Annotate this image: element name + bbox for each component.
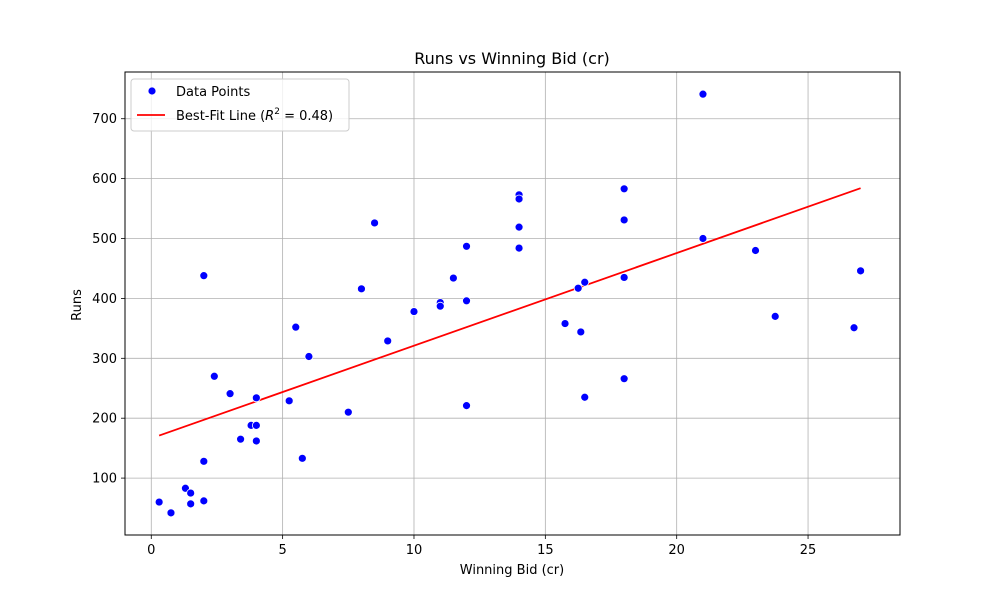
data-point: [199, 271, 209, 281]
data-point: [284, 396, 294, 406]
data-point: [849, 323, 859, 333]
data-point: [619, 184, 629, 194]
legend-label-best-fit-var: R: [265, 109, 274, 124]
data-point: [186, 499, 196, 509]
data-point: [619, 374, 629, 384]
x-tick-label: 10: [406, 543, 423, 558]
y-tick-label: 100: [92, 472, 117, 487]
y-tick-label: 500: [92, 232, 117, 247]
data-point: [199, 456, 209, 466]
legend: Data Points Best-Fit Line (R2 = 0.48): [130, 78, 350, 132]
x-axis-title: Winning Bid (cr): [460, 563, 564, 578]
data-point: [770, 311, 780, 321]
legend-label-best-fit-rest: = 0.48): [280, 109, 333, 124]
x-tick-label: 5: [278, 543, 286, 558]
legend-marker-data-points: [147, 86, 157, 96]
x-tick-label: 15: [537, 543, 554, 558]
y-tick-label: 700: [92, 112, 117, 127]
data-point: [154, 497, 164, 507]
y-ticks: 100 200 300 400 500 600 700: [92, 112, 125, 487]
data-point: [304, 352, 314, 361]
data-point: [751, 246, 760, 255]
y-tick-label: 300: [92, 352, 117, 367]
x-tick-label: 0: [147, 543, 155, 558]
data-point: [370, 218, 379, 228]
data-point: [573, 283, 583, 293]
data-point: [409, 307, 419, 316]
y-tick-label: 200: [92, 412, 117, 427]
data-point: [619, 215, 629, 225]
data-point: [343, 407, 353, 417]
data-point: [514, 243, 524, 253]
data-point: [357, 284, 366, 294]
data-point: [199, 496, 209, 506]
data-point: [186, 488, 196, 498]
data-point: [383, 336, 393, 346]
data-point: [236, 434, 245, 444]
y-axis-title: Runs: [70, 289, 85, 321]
best-fit-line: [158, 187, 861, 437]
y-tick-label: 400: [92, 292, 117, 307]
line-layer: [158, 187, 861, 437]
data-point: [435, 301, 445, 311]
legend-label-data-points: Data Points: [176, 85, 250, 100]
legend-label-best-fit-prefix: Best-Fit Line (: [176, 109, 265, 124]
data-point: [619, 273, 629, 282]
data-point: [166, 508, 176, 518]
points-layer: [154, 89, 865, 518]
data-point: [698, 234, 708, 243]
data-point: [209, 371, 219, 381]
data-point: [698, 89, 708, 99]
data-point: [580, 392, 590, 402]
data-point: [560, 319, 570, 328]
data-point: [514, 194, 524, 204]
x-ticks: 0 5 10 15 20 25: [147, 535, 816, 558]
data-point: [856, 266, 865, 276]
data-point: [462, 296, 471, 306]
data-point: [251, 420, 261, 430]
legend-label-best-fit-sup: 2: [274, 107, 280, 117]
data-point: [576, 327, 586, 337]
chart-title: Runs vs Winning Bid (cr): [414, 49, 610, 68]
plot-area-frame: [124, 71, 901, 536]
data-point: [462, 401, 471, 411]
data-point: [297, 453, 307, 463]
legend-box: [130, 78, 350, 132]
data-point: [251, 436, 261, 446]
data-point: [448, 273, 458, 283]
data-point: [462, 241, 471, 251]
data-point: [514, 222, 524, 232]
data-point: [580, 277, 590, 287]
x-tick-label: 25: [800, 543, 817, 558]
x-tick-label: 20: [668, 543, 685, 558]
data-point: [225, 389, 235, 399]
grid-layer: [125, 72, 900, 535]
data-point: [251, 393, 261, 403]
legend-label-best-fit-line: Best-Fit Line (R2 = 0.48): [176, 107, 333, 124]
data-point: [291, 322, 301, 332]
y-tick-label: 600: [92, 172, 117, 187]
